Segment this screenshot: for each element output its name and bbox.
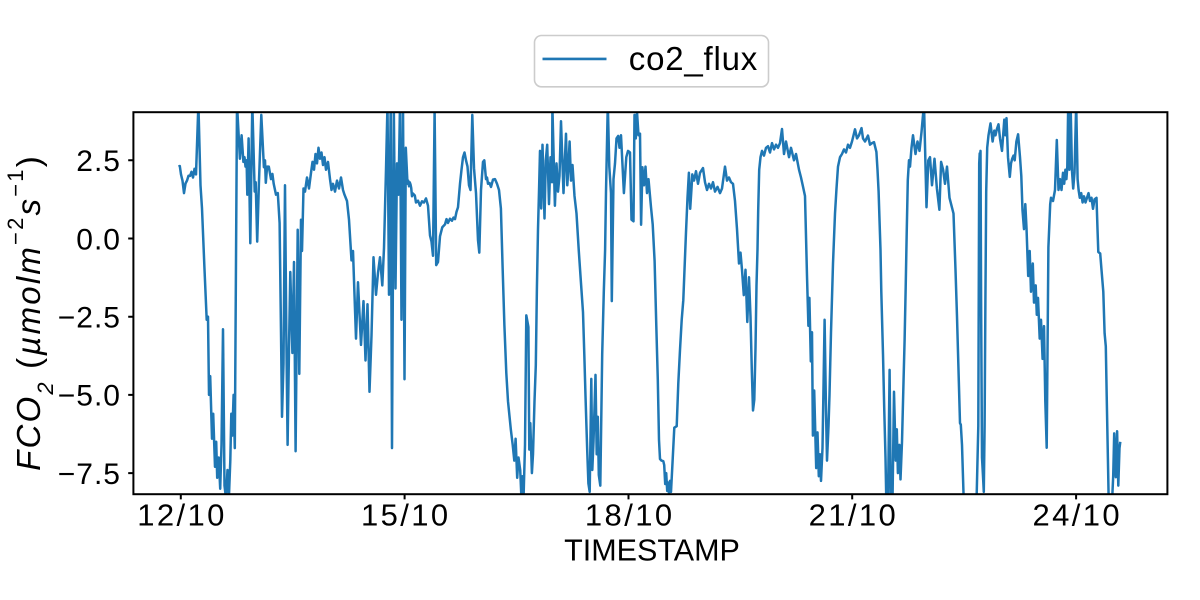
svg-text:21/10: 21/10 bbox=[809, 498, 899, 533]
svg-text:−5.0: −5.0 bbox=[58, 380, 121, 413]
svg-text:−7.5: −7.5 bbox=[58, 458, 121, 491]
svg-text:2.5: 2.5 bbox=[76, 145, 121, 178]
svg-text:−2.5: −2.5 bbox=[58, 302, 121, 335]
svg-text:12/10: 12/10 bbox=[137, 498, 227, 533]
svg-text:0.0: 0.0 bbox=[76, 223, 121, 256]
svg-text:TIMESTAMP: TIMESTAMP bbox=[564, 534, 740, 568]
svg-text:18/10: 18/10 bbox=[585, 498, 675, 533]
svg-text:15/10: 15/10 bbox=[361, 498, 451, 533]
svg-text:co2_flux: co2_flux bbox=[629, 40, 758, 77]
svg-text:FCO2 (µmolm−2s−1): FCO2 (µmolm−2s−1) bbox=[3, 154, 58, 471]
svg-text:24/10: 24/10 bbox=[1033, 498, 1123, 533]
